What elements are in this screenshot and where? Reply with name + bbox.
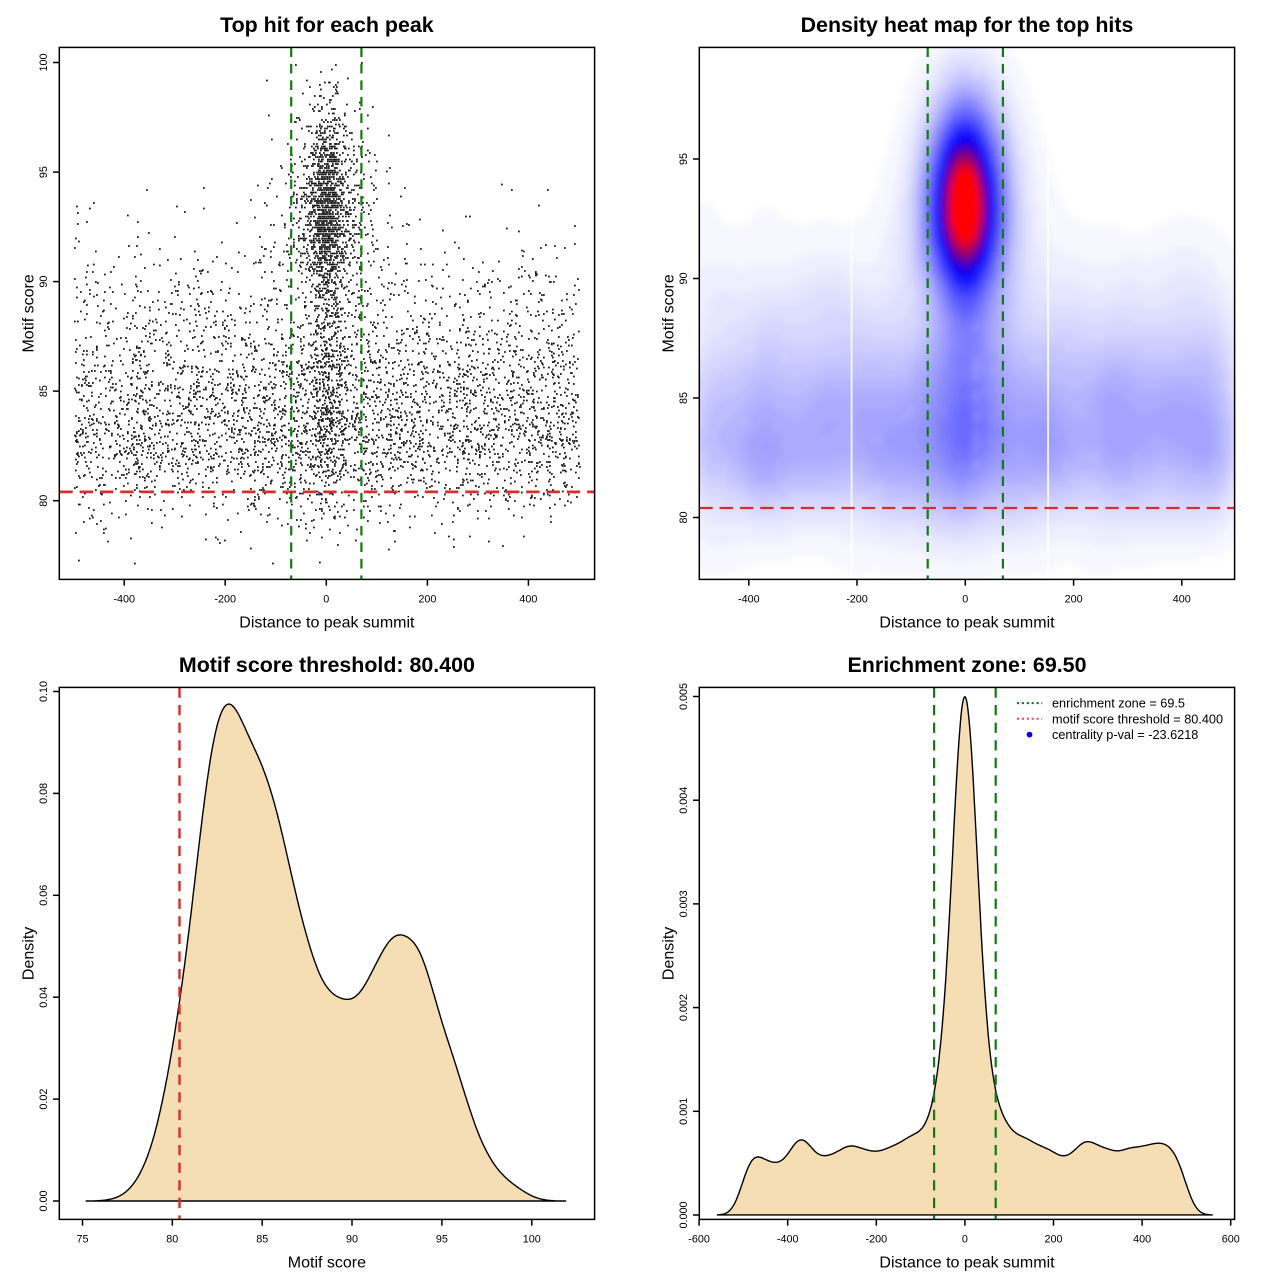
svg-text:motif score threshold = 80.400: motif score threshold = 80.400 (1052, 712, 1223, 726)
svg-text:-200: -200 (846, 594, 868, 606)
svg-text:0.000: 0.000 (678, 1201, 690, 1228)
svg-text:75: 75 (76, 1234, 88, 1246)
svg-text:Distance to peak summit: Distance to peak summit (879, 1254, 1055, 1271)
svg-text:Motif score: Motif score (288, 1254, 366, 1271)
svg-text:-400: -400 (777, 1234, 799, 1246)
svg-text:0: 0 (962, 1234, 968, 1246)
svg-text:Top hit for each peak: Top hit for each peak (220, 13, 434, 37)
svg-text:0: 0 (323, 594, 329, 606)
svg-text:centrality p-val = -23.6218: centrality p-val = -23.6218 (1052, 728, 1198, 742)
svg-text:Enrichment zone: 69.50: Enrichment zone: 69.50 (848, 653, 1087, 677)
svg-text:Motif score: Motif score (21, 274, 38, 352)
svg-text:0.06: 0.06 (38, 885, 50, 906)
svg-text:80: 80 (38, 495, 50, 507)
svg-text:-200: -200 (214, 594, 236, 606)
svg-text:90: 90 (678, 272, 690, 284)
svg-text:100: 100 (38, 53, 50, 71)
svg-text:200: 200 (418, 594, 436, 606)
svg-text:400: 400 (1173, 594, 1191, 606)
svg-text:-400: -400 (738, 594, 760, 606)
svg-text:85: 85 (256, 1234, 268, 1246)
svg-text:0.002: 0.002 (678, 994, 690, 1021)
svg-text:80: 80 (166, 1234, 178, 1246)
svg-text:85: 85 (38, 385, 50, 397)
svg-text:enrichment zone = 69.5: enrichment zone = 69.5 (1052, 697, 1185, 711)
svg-text:400: 400 (519, 594, 537, 606)
svg-text:0.04: 0.04 (38, 987, 50, 1008)
svg-text:0.08: 0.08 (38, 783, 50, 804)
svg-text:80: 80 (678, 511, 690, 523)
svg-text:-200: -200 (865, 1234, 887, 1246)
svg-text:0.003: 0.003 (678, 890, 690, 917)
svg-text:0.02: 0.02 (38, 1089, 50, 1110)
svg-text:0.00: 0.00 (38, 1190, 50, 1211)
svg-text:200: 200 (1044, 1234, 1062, 1246)
svg-text:0.004: 0.004 (678, 787, 690, 814)
svg-text:95: 95 (38, 166, 50, 178)
svg-text:95: 95 (436, 1234, 448, 1246)
svg-text:95: 95 (678, 153, 690, 165)
svg-text:Motif score threshold: 80.400: Motif score threshold: 80.400 (179, 653, 475, 677)
svg-text:200: 200 (1065, 594, 1083, 606)
svg-text:Density: Density (661, 927, 678, 980)
svg-text:-600: -600 (688, 1234, 710, 1246)
svg-text:400: 400 (1133, 1234, 1151, 1246)
svg-text:Density: Density (21, 927, 38, 980)
svg-text:85: 85 (678, 392, 690, 404)
svg-text:-400: -400 (113, 594, 135, 606)
svg-text:0.001: 0.001 (678, 1098, 690, 1125)
svg-text:Distance to peak summit: Distance to peak summit (879, 614, 1055, 631)
svg-text:100: 100 (523, 1234, 541, 1246)
svg-text:0.10: 0.10 (38, 681, 50, 702)
svg-text:Distance to peak summit: Distance to peak summit (239, 614, 415, 631)
svg-text:90: 90 (346, 1234, 358, 1246)
svg-text:0: 0 (962, 594, 968, 606)
svg-text:600: 600 (1222, 1234, 1240, 1246)
svg-text:Motif score: Motif score (661, 274, 678, 352)
svg-text:Density heat map for the top h: Density heat map for the top hits (801, 13, 1134, 37)
svg-text:90: 90 (38, 276, 50, 288)
svg-text:0.005: 0.005 (678, 683, 690, 710)
